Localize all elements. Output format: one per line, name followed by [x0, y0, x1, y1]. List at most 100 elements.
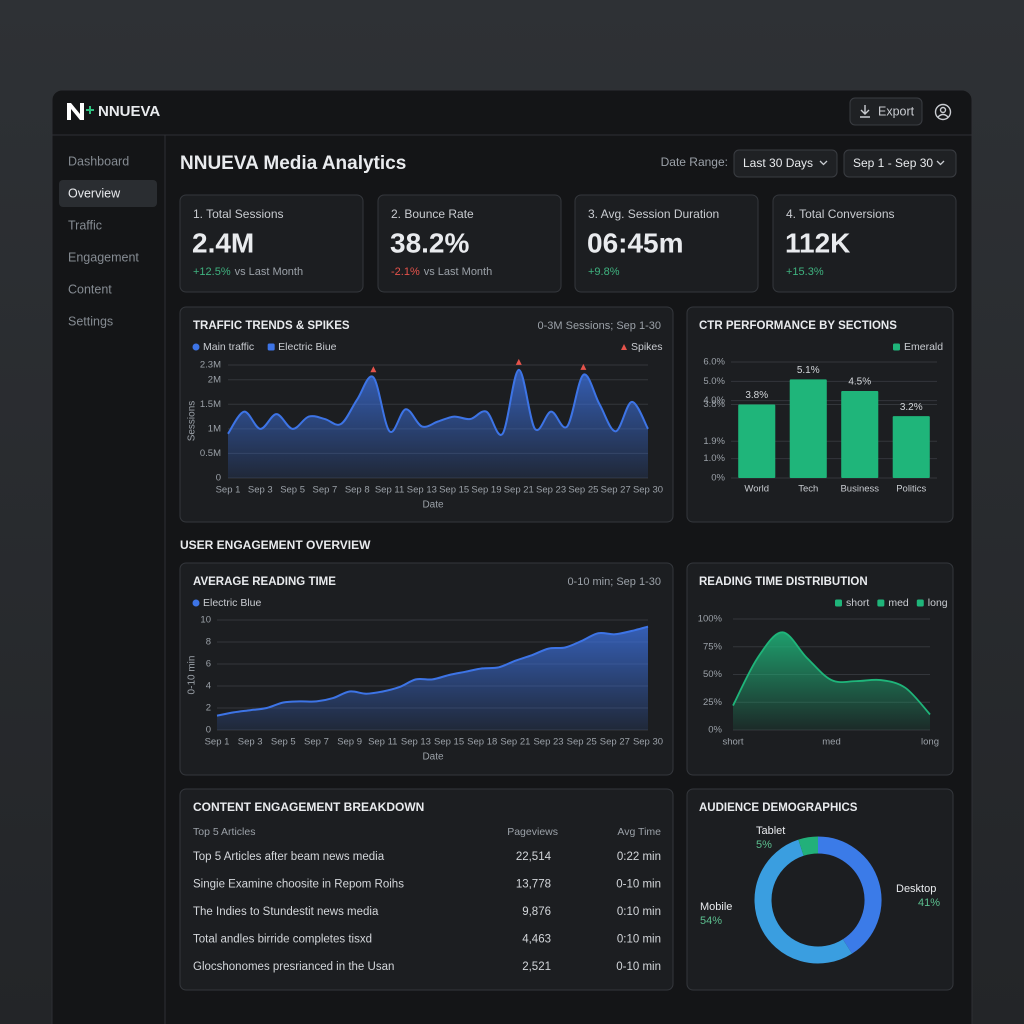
table-cell: Total andles birride completes tisxd [193, 934, 372, 946]
x-tick-label: Sep 13 [401, 737, 431, 748]
legend-marker [192, 343, 200, 351]
table-title: CONTENT ENGAGEMENT BREAKDOWN [193, 800, 424, 814]
y-tick-label: 50% [703, 669, 723, 680]
x-tick-label: Sep 21 [500, 737, 530, 748]
y-tick-label: 8 [206, 637, 211, 648]
spike-marker [370, 366, 377, 373]
legend-label: Main traffic [203, 341, 254, 353]
x-tick-label: Sep 13 [407, 485, 437, 496]
chart-subtitle: 0-10 min; Sep 1-30 [567, 576, 661, 588]
kpi-change: +9.8% [588, 266, 620, 278]
kpi-label: 3. Avg. Session Duration [588, 207, 719, 221]
x-tick-label: Sep 19 [471, 485, 501, 496]
x-tick-label: Sep 5 [280, 485, 305, 496]
y-tick-label: 5.0% [703, 376, 725, 387]
line [216, 625, 649, 717]
y-tick-label: 0% [711, 473, 725, 484]
y-tick-label: 4.0% [703, 395, 725, 406]
x-tick-label: Sep 1 [216, 485, 241, 496]
kpi-label: 1. Total Sessions [193, 207, 284, 221]
y-tick-label: 4 [206, 681, 211, 692]
x-tick-label: Politics [896, 484, 926, 495]
sidebar-active [59, 180, 157, 207]
x-tick-label: Sep 21 [504, 485, 534, 496]
bar [892, 416, 930, 478]
chart-subtitle: 0-3M Sessions; Sep 1-30 [537, 320, 661, 332]
spike-marker [515, 358, 522, 365]
chart-title: TRAFFIC TRENDS & SPIKES [193, 320, 350, 332]
kpi-change-value: +9.8% [588, 266, 620, 278]
table-cell: 0:10 min [617, 934, 661, 946]
kpi-change: -2.1% vs Last Month [391, 266, 492, 278]
x-tick-label: Sep 11 [368, 737, 397, 748]
kpi-change: +12.5% vs Last Month [193, 266, 303, 278]
profile-icon[interactable] [934, 103, 952, 121]
x-tick-label: Sep 30 [633, 485, 663, 496]
table-cell: 13,778 [516, 879, 551, 891]
sidebar-item[interactable]: Dashboard [68, 154, 129, 168]
area-fill [228, 369, 648, 478]
kpi-change-note: vs Last Month [424, 266, 492, 278]
donut-segment [817, 836, 882, 954]
x-tick-label: Sep 23 [533, 737, 563, 748]
y-tick-label: 1.5M [200, 399, 221, 410]
section-title: USER ENGAGEMENT OVERVIEW [180, 538, 371, 552]
export-button[interactable] [849, 97, 923, 126]
sidebar-item[interactable]: Traffic [68, 218, 102, 232]
date-range-dropdown[interactable] [733, 149, 838, 178]
x-tick-label: Sep 25 [568, 485, 598, 496]
legend-label: Electric Biue [278, 341, 337, 353]
table-cell: Glocshonomes presrianced in the Usan [193, 961, 394, 973]
kpi-value: 112K [785, 227, 850, 258]
pie-label: Mobile [700, 901, 732, 913]
legend-marker [835, 599, 842, 607]
y-tick-label: 100% [698, 614, 723, 625]
legend-marker [893, 343, 900, 351]
x-tick-label: World [744, 484, 769, 495]
table-cell: Singie Examine choosite in Repom Roihs [193, 879, 404, 891]
x-tick-label: Sep 11 [375, 485, 404, 496]
date-span-dropdown[interactable] [843, 149, 957, 178]
x-axis-label: Date [422, 752, 444, 763]
chart-title: AUDIENCE DEMOGRAPHICS [699, 802, 858, 814]
table-cell: 0-10 min [616, 879, 661, 891]
x-tick-label: Sep 27 [600, 737, 630, 748]
bar [738, 404, 776, 478]
x-tick-label: Sep 3 [248, 485, 273, 496]
x-tick-label: Sep 15 [434, 737, 464, 748]
legend-marker [192, 599, 200, 607]
table-card [179, 788, 674, 991]
y-tick-label: 6.0% [703, 357, 725, 368]
sidebar-item[interactable]: Engagement [68, 250, 139, 264]
sidebar-item[interactable]: Settings [68, 314, 113, 328]
kpi-label: 2. Bounce Rate [391, 207, 474, 221]
kpi-label: 4. Total Conversions [786, 207, 895, 221]
kpi-value: 38.2% [390, 227, 469, 258]
sidebar-item[interactable]: Overview [68, 186, 121, 200]
pie-label: Desktop [896, 883, 936, 895]
brand: NNUEVA [98, 103, 160, 120]
kpi-card [574, 194, 759, 293]
chart-title: AVERAGE READING TIME [193, 576, 336, 588]
table-cell: 9,876 [522, 906, 551, 918]
table-cell: 0:22 min [617, 851, 661, 863]
spike-marker [580, 363, 587, 370]
y-tick-label: 2 [206, 703, 211, 714]
table-cell: The Indies to Stundestit news media [193, 906, 379, 918]
kpi-card [377, 194, 562, 293]
value-label: 4.5% [848, 377, 871, 388]
value-label: 3.2% [900, 402, 923, 413]
x-tick-label: Tech [798, 484, 818, 495]
value-label: 3.8% [745, 390, 768, 401]
x-tick-label: Sep 7 [313, 485, 338, 496]
sidebar-item[interactable]: Content [68, 282, 112, 296]
page-title: NNUEVA Media Analytics [180, 153, 406, 174]
table-cell: 22,514 [516, 851, 552, 863]
legend-label: Spikes [631, 341, 663, 353]
date-span: Sep 1 - Sep 30 [853, 156, 933, 170]
x-tick-label: Sep 27 [601, 485, 631, 496]
pie-label: Tablet [756, 825, 785, 837]
kpi-value: 2.4M [192, 227, 254, 258]
